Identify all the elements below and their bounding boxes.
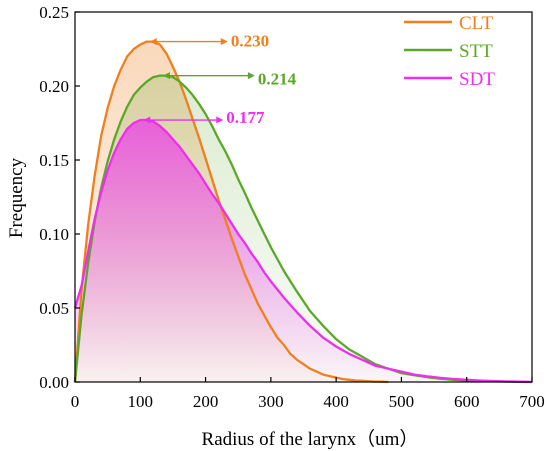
x-tick-label: 100 <box>128 392 154 411</box>
sdt-line <box>73 118 533 384</box>
series-areas <box>75 41 532 382</box>
x-tick-label: 0 <box>71 392 80 411</box>
x-tick-label: 700 <box>519 392 545 411</box>
legend: CLT STT SDT <box>404 13 495 90</box>
legend-clt-label: CLT <box>459 13 494 34</box>
clt-peak-label: 0.230 <box>231 32 269 51</box>
plot-frame <box>74 11 533 383</box>
sdt-peak-label: 0.177 <box>226 108 265 127</box>
x-tick-label: 500 <box>389 392 415 411</box>
legend-stt-label: STT <box>459 41 493 62</box>
y-tick-label: 0.15 <box>39 151 69 170</box>
stt-peak-label: 0.214 <box>258 70 297 89</box>
x-axis-label: Radius of the larynx（um） <box>202 428 419 450</box>
y-axis-label: Frequency <box>6 157 27 238</box>
legend-sdt-label: SDT <box>459 69 495 90</box>
peak-annotations: 0.230 0.214 0.177 <box>143 32 297 127</box>
sdt-area <box>75 120 532 382</box>
y-tick-label: 0.20 <box>39 77 69 96</box>
x-tick-label: 600 <box>454 392 480 411</box>
y-axis-ticks: 0.00 0.05 0.10 0.15 0.20 0.25 <box>39 3 80 392</box>
y-tick-label: 0.10 <box>39 225 69 244</box>
plot-border <box>74 11 533 383</box>
y-tick-label: 0.05 <box>39 299 69 318</box>
x-tick-label: 200 <box>193 392 219 411</box>
x-tick-label: 300 <box>258 392 284 411</box>
x-tick-label: 400 <box>323 392 349 411</box>
y-tick-label: 0.25 <box>39 3 69 22</box>
y-tick-label: 0.00 <box>39 373 69 392</box>
x-axis-ticks: 0 100 200 300 400 500 600 700 <box>71 377 545 411</box>
